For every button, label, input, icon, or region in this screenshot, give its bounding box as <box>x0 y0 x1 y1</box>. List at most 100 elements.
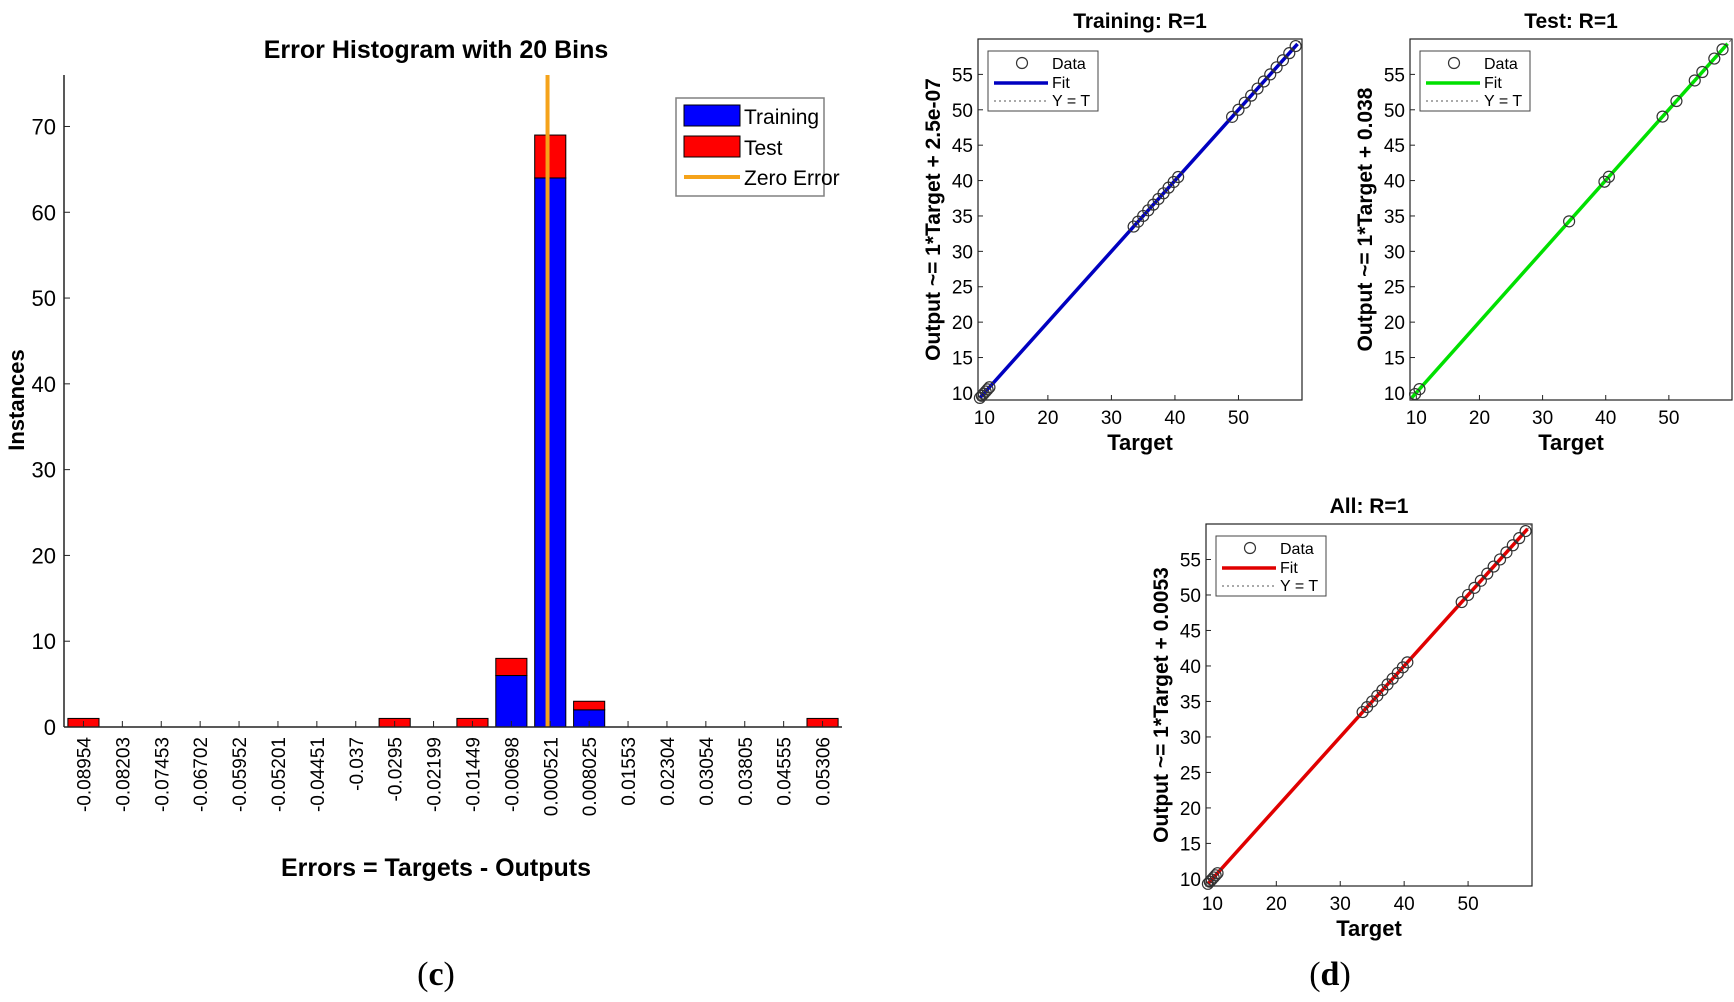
y-tick-label-4: 30 <box>952 242 973 263</box>
legend-data-marker <box>1243 541 1257 555</box>
x-tick-label-2: 30 <box>1330 894 1351 915</box>
y-tick-label-0: 0 <box>44 715 56 740</box>
x-tick-label-2: -0.07453 <box>152 737 173 812</box>
plot-title: All: R=1 <box>1330 495 1409 518</box>
x-tick-label-12: 0.000521 <box>541 737 562 816</box>
x-tick-label-18: 0.04555 <box>775 737 796 806</box>
data-point-8 <box>1696 65 1709 79</box>
y-tick-label-9: 55 <box>952 65 973 86</box>
y-tick-label-2: 20 <box>952 313 973 334</box>
histogram-ylabel: Instances <box>4 349 29 451</box>
histogram-bars <box>67 134 839 728</box>
x-tick-label-15: 0.02304 <box>658 737 679 806</box>
y-tick-label-7: 70 <box>32 114 56 139</box>
legend-yt-label: Y = T <box>1280 578 1318 595</box>
x-tick-label-6: -0.04451 <box>308 737 329 812</box>
x-tick-label-1: -0.08203 <box>113 737 134 812</box>
plot-ylabel: Output ~= 1*Target + 0.038 <box>1354 87 1377 351</box>
data-point-10 <box>1716 43 1729 56</box>
legend-data-marker <box>1447 56 1461 70</box>
data-point-25 <box>1513 532 1526 545</box>
x-tick-label-2: 30 <box>1532 408 1553 429</box>
y-tick-label-7: 45 <box>1180 621 1201 642</box>
x-tick-label-2: 30 <box>1101 408 1122 429</box>
y-tick-label-2: 20 <box>1384 313 1405 334</box>
y-tick-label-2: 20 <box>1180 799 1201 820</box>
data-point-15 <box>1172 170 1185 184</box>
y-tick-label-3: 25 <box>1384 278 1405 299</box>
plot-xlabel: Target <box>1538 430 1604 455</box>
x-tick-label-3: 40 <box>1595 408 1616 429</box>
plot-legend-box <box>1419 50 1531 112</box>
y-tick-label-8: 50 <box>952 101 973 122</box>
y-tick-label-8: 50 <box>1180 586 1201 607</box>
data-point-3 <box>979 385 992 398</box>
data-point-18 <box>1468 581 1481 594</box>
x-tick-label-3: 40 <box>1394 894 1415 915</box>
data-point-5 <box>1656 110 1669 123</box>
data-point-26 <box>1519 524 1532 538</box>
y-tick-label-1: 15 <box>1180 834 1201 855</box>
data-point-21 <box>1487 560 1500 573</box>
error-histogram: Error Histogram with 20 Bins Instances E… <box>4 36 842 882</box>
regression-plot-all: All: R=1 10 20 30 40 50 10 15 20 25 30 35 40 45 50 55 Ta… <box>1150 495 1533 941</box>
y-tick-label-5: 35 <box>952 207 973 228</box>
x-tick-label-17: 0.03805 <box>736 737 757 806</box>
data-point-17 <box>1232 103 1245 116</box>
data-point-3 <box>1207 871 1220 884</box>
x-tick-label-1: 20 <box>1469 408 1490 429</box>
x-tick-label-4: -0.05952 <box>230 737 251 812</box>
y-tick-label-7: 45 <box>1384 136 1405 157</box>
x-tick-label-10: -0.01449 <box>463 737 484 812</box>
panel-label-c: (c) <box>417 956 455 993</box>
bar-test-11 <box>495 657 528 677</box>
data-point-25 <box>1283 47 1296 60</box>
x-tick-label-0: 10 <box>974 408 995 429</box>
data-point-24 <box>1276 54 1290 67</box>
legend-fit-label: Fit <box>1052 75 1070 92</box>
y-tick-label-9: 55 <box>1180 550 1201 571</box>
plot-xlabel: Target <box>1107 430 1173 455</box>
data-point-19 <box>1245 89 1258 102</box>
x-tick-label-9: -0.02199 <box>425 737 446 812</box>
legend-yt-label: Y = T <box>1052 93 1090 110</box>
x-tick-label-4: 50 <box>1658 408 1679 429</box>
x-tick-label-0: 10 <box>1406 408 1427 429</box>
y-tick-label-0: 10 <box>952 384 973 405</box>
regression-plot-training: Training: R=1 10 20 30 40 50 10 15 20 25 30 35 40 45 5… <box>922 10 1303 455</box>
y-tick-label-1: 15 <box>1384 349 1405 370</box>
data-point-26 <box>1289 39 1302 53</box>
data-point-7 <box>1688 74 1701 87</box>
regression-plot-test: Test: R=1 10 20 30 40 50 10 15 20 25 30 35 40 45 50 55 T… <box>1354 10 1733 455</box>
data-point-22 <box>1264 68 1277 81</box>
data-point-18 <box>1238 96 1251 109</box>
x-tick-label-3: 40 <box>1164 408 1185 429</box>
data-point-20 <box>1251 82 1264 95</box>
data-point-17 <box>1461 588 1475 602</box>
legend-test-swatch <box>683 135 741 158</box>
data-point-23 <box>1500 546 1513 559</box>
legend-data-label: Data <box>1280 541 1314 558</box>
bar-training-12 <box>534 177 567 728</box>
legend-data-label: Data <box>1052 56 1086 73</box>
y-tick-label-4: 30 <box>1384 242 1405 263</box>
fit-line <box>1410 42 1729 399</box>
data-point-21 <box>1257 75 1270 88</box>
data-point-2 <box>1563 215 1576 228</box>
y-tick-label-6: 40 <box>1384 172 1405 193</box>
x-tick-label-1: 20 <box>1037 408 1058 429</box>
y-tick-label-4: 30 <box>1180 728 1201 749</box>
x-tick-label-14: 0.01553 <box>619 737 640 806</box>
data-point-6 <box>1670 94 1683 108</box>
y-tick-label-0: 10 <box>1180 870 1201 891</box>
y-tick-label-2: 20 <box>32 543 56 568</box>
y-tick-label-3: 30 <box>32 458 56 483</box>
plot-title: Test: R=1 <box>1524 10 1618 33</box>
plot-ylabel: Output ~= 1*Target + 2.5e-07 <box>922 78 945 361</box>
x-tick-label-0: 10 <box>1202 894 1223 915</box>
plot-title: Training: R=1 <box>1073 10 1207 33</box>
x-tick-label-1: 20 <box>1266 894 1287 915</box>
x-tick-label-11: -0.00698 <box>502 737 523 812</box>
plot-xlabel: Target <box>1336 916 1402 941</box>
y-tick-label-7: 45 <box>952 136 973 157</box>
